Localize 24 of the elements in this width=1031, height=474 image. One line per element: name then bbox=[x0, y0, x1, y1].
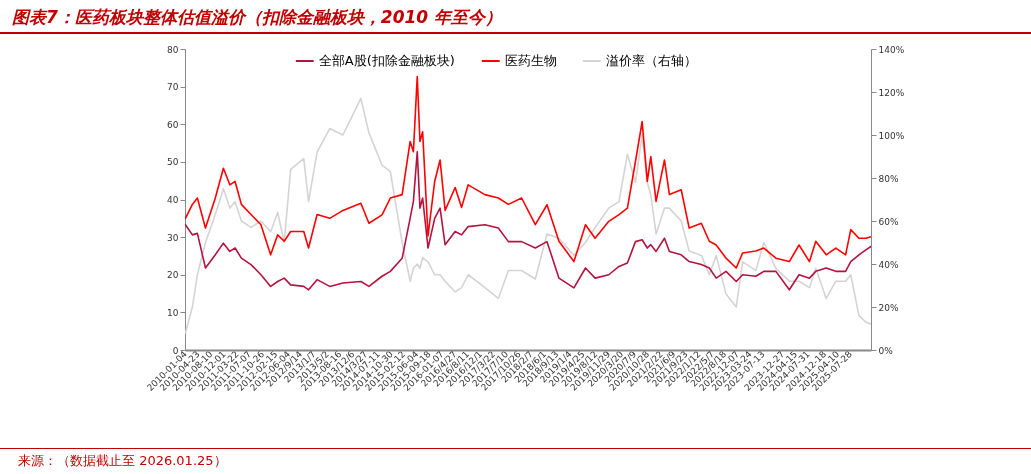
y2-tick-label: 80% bbox=[878, 173, 899, 184]
y-tick-label: 80 bbox=[167, 44, 179, 55]
y2-tick-label: 120% bbox=[878, 87, 905, 98]
y-tick-label: 20 bbox=[167, 270, 179, 281]
y2-tick-label: 0% bbox=[878, 345, 894, 356]
y-tick-label: 60 bbox=[167, 119, 179, 130]
y-tick-label: 40 bbox=[167, 195, 179, 205]
legend-label: 医药生物 bbox=[504, 53, 557, 68]
y2-tick-label: 140% bbox=[878, 44, 905, 55]
y-tick-label: 30 bbox=[167, 232, 179, 243]
y-tick-label: 70 bbox=[167, 82, 179, 93]
source-note: 来源：（数据截止至 2026.01.25） bbox=[0, 448, 1031, 470]
line-series bbox=[185, 97, 871, 334]
y2-tick-label: 20% bbox=[878, 302, 899, 313]
legend-label: 溢价率（右轴） bbox=[605, 53, 697, 68]
y-tick-label: 10 bbox=[167, 307, 179, 318]
chart-title: 图表7：医药板块整体估值溢价（扣除金融板块，2010 年至今） bbox=[0, 0, 1031, 34]
y2-tick-label: 40% bbox=[878, 259, 899, 270]
y2-tick-label: 60% bbox=[878, 216, 899, 227]
line-series bbox=[185, 150, 871, 291]
legend-label: 全部A股(扣除金融板块) bbox=[318, 53, 455, 68]
y-tick-label: 50 bbox=[167, 157, 179, 168]
line-series bbox=[185, 75, 871, 269]
y2-tick-label: 100% bbox=[878, 130, 905, 141]
